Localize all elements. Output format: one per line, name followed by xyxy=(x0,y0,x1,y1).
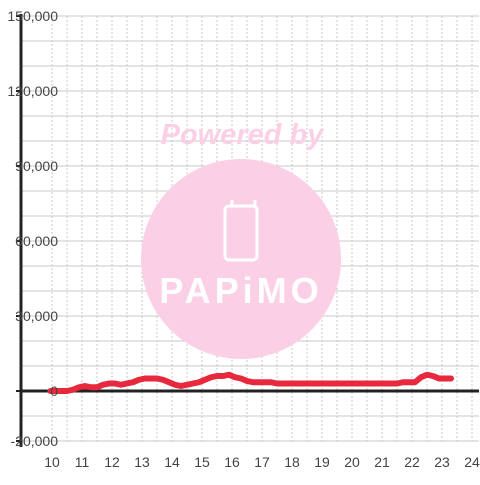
y-tick-label: 60,000 xyxy=(15,233,58,249)
x-tick-label: 13 xyxy=(134,454,150,470)
x-tick-label: 12 xyxy=(104,454,120,470)
x-tick-label: 18 xyxy=(284,454,300,470)
x-tick-label: 17 xyxy=(254,454,270,470)
x-tick-label: 10 xyxy=(44,454,60,470)
y-tick-label: 150,000 xyxy=(7,8,58,24)
series-line-0 xyxy=(47,371,454,394)
x-tick-label: 16 xyxy=(224,454,240,470)
tick-labels: 150,000 120,000 90,000 60,000 30,000 0 -20,000… xyxy=(7,8,480,470)
x-tick-label: 23 xyxy=(434,454,450,470)
watermark: Powered by PAPiMO xyxy=(141,119,341,359)
x-tick-label: 24 xyxy=(464,454,480,470)
y-tick-label: -20,000 xyxy=(11,433,59,449)
axis-layer xyxy=(16,14,479,447)
watermark-logo-text: PAPiMO xyxy=(159,270,322,311)
x-tick-label: 21 xyxy=(374,454,390,470)
y-tick-label: 0 xyxy=(50,383,58,399)
x-tick-label: 19 xyxy=(314,454,330,470)
series-layer xyxy=(47,371,454,394)
phone-icon xyxy=(223,200,259,262)
y-tick-label: 30,000 xyxy=(15,308,58,324)
x-tick-label: 14 xyxy=(164,454,180,470)
x-tick-label: 22 xyxy=(404,454,420,470)
x-tick-label: 11 xyxy=(75,454,90,470)
y-tick-label: 90,000 xyxy=(15,158,58,174)
x-tick-label: 15 xyxy=(194,454,210,470)
x-tick-label: 20 xyxy=(344,454,360,470)
y-tick-label: 120,000 xyxy=(7,83,58,99)
watermark-text: Powered by xyxy=(161,119,326,151)
